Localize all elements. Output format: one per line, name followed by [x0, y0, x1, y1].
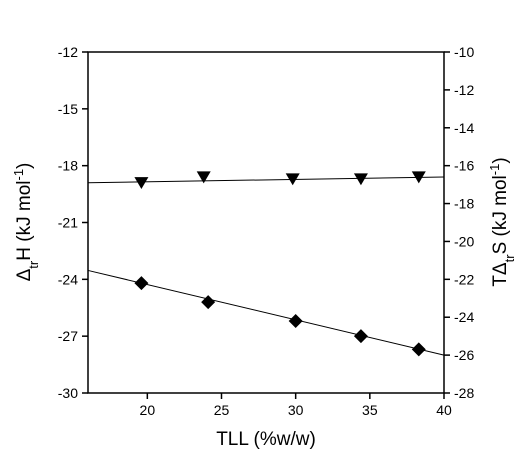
x-axis-label: TLL (%w/w) — [216, 429, 316, 450]
axis-label-part: Δ — [14, 268, 35, 281]
data-point — [201, 295, 216, 310]
axis-label-part: -1 — [11, 169, 26, 181]
data-point — [285, 173, 300, 186]
data-point — [134, 177, 149, 190]
x-tick-label: 20 — [140, 402, 156, 418]
axis-label-part: H (kJ mol — [14, 181, 35, 261]
data-point — [411, 171, 426, 184]
y-tick-label: -24 — [58, 271, 78, 287]
axis-label-part: TΔ — [490, 262, 511, 287]
x-tick-label: 30 — [288, 402, 304, 418]
x-tick-label: 35 — [362, 402, 378, 418]
x-tick-label: 25 — [214, 402, 230, 418]
y2-tick-label: -24 — [454, 309, 474, 325]
y-tick-label: -21 — [58, 215, 78, 231]
y2-tick-label: -22 — [454, 271, 474, 287]
axis-label-part: tr — [502, 254, 517, 263]
data-point — [353, 173, 368, 186]
y-tick-label: -18 — [58, 158, 78, 174]
data-point — [411, 342, 426, 357]
y2-tick-label: -26 — [454, 347, 474, 363]
y2-tick-label: -14 — [454, 120, 474, 136]
y2-tick-label: -18 — [454, 196, 474, 212]
y2-tick-label: -12 — [454, 82, 474, 98]
fit-line — [87, 269, 445, 356]
axis-label-part: ) — [490, 157, 511, 163]
axis-label-part: tr — [26, 260, 41, 269]
axis-label-part: ) — [14, 163, 35, 169]
y2-axis-label: TΔtrS (kJ mol-1) — [487, 157, 517, 286]
y-axis-label: ΔtrH (kJ mol-1) — [11, 163, 41, 282]
plot-frame — [87, 51, 445, 394]
y2-tick-label: -10 — [454, 44, 474, 60]
data-point — [134, 276, 149, 291]
data-point — [288, 314, 303, 329]
axis-label-part: S (kJ mol — [490, 175, 511, 254]
data-point — [353, 329, 368, 344]
y2-tick-label: -28 — [454, 385, 474, 401]
y-tick-label: -12 — [58, 44, 78, 60]
y2-tick-label: -16 — [454, 158, 474, 174]
data-point — [196, 171, 211, 184]
fit-line — [87, 176, 445, 184]
y-tick-label: -15 — [58, 101, 78, 117]
axis-label-part: -1 — [487, 164, 502, 176]
y-tick-label: -27 — [58, 328, 78, 344]
x-tick-label: 40 — [436, 402, 452, 418]
y2-tick-label: -20 — [454, 233, 474, 249]
y-tick-label: -30 — [58, 385, 78, 401]
